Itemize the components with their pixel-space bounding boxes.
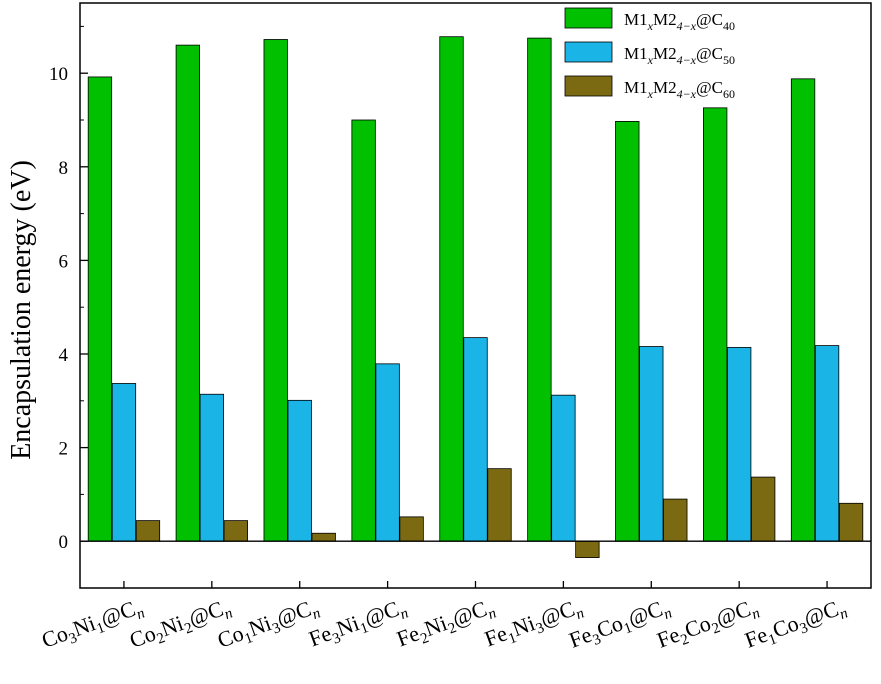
- bar-s3-5: [487, 468, 512, 542]
- bar-s2-2: [199, 393, 224, 542]
- bar-s1-4: [351, 119, 376, 542]
- x-tick-label: Fe3Ni1@Cn: [305, 593, 410, 655]
- x-tick-label: Fe2Ni2@Cn: [393, 593, 498, 655]
- x-tick-label: Co2Ni2@Cn: [126, 593, 235, 656]
- bar-s1-8: [703, 107, 728, 542]
- legend-swatch-3: [564, 75, 613, 97]
- bar-s1-1: [87, 76, 113, 542]
- bar-s2-5: [463, 337, 488, 542]
- legend-label-2: M1xM24−x@C50: [624, 44, 735, 67]
- bar-s2-6: [551, 394, 576, 542]
- x-tick-label: Fe3Co1@Cn: [566, 593, 675, 656]
- x-tick-label: Fe1Co3@Cn: [741, 593, 850, 656]
- bar-s3-2: [223, 520, 248, 542]
- bar-s2-1: [111, 383, 137, 542]
- legend: M1xM24−x@C40 M1xM24−x@C50 M1xM24−x@C60: [564, 7, 735, 101]
- x-tick-label: Co3Ni1@Cn: [38, 593, 147, 656]
- bar-s3-3: [311, 532, 336, 542]
- bar-s1-7: [615, 121, 640, 542]
- bar-s3-6: [575, 540, 600, 558]
- y-tick-label: 8: [59, 158, 69, 179]
- legend-label-1: M1xM24−x@C40: [624, 10, 735, 33]
- bars-layer: [87, 36, 864, 558]
- bar-s3-1: [135, 520, 161, 542]
- bar-s1-3: [263, 39, 288, 542]
- bar-s1-6: [527, 37, 552, 542]
- y-tick-label: 0: [59, 532, 69, 553]
- y-tick-label: 4: [59, 345, 69, 366]
- legend-label-3: M1xM24−x@C60: [624, 78, 735, 101]
- bar-s1-2: [175, 44, 200, 542]
- legend-swatch-2: [564, 41, 613, 63]
- bar-s2-9: [814, 345, 840, 542]
- x-tick-label: Fe2Co2@Cn: [654, 593, 763, 656]
- bar-s2-8: [727, 347, 752, 542]
- bar-s3-4: [399, 516, 424, 542]
- bar-s1-5: [439, 36, 464, 542]
- y-tick-label: 10: [49, 64, 68, 85]
- legend-swatch-1: [564, 7, 613, 29]
- bar-s3-8: [751, 476, 776, 542]
- y-axis-label: Encapsulation energy (eV): [6, 160, 37, 460]
- bar-s2-7: [639, 346, 664, 542]
- bar-s2-3: [287, 399, 312, 542]
- bar-s3-9: [838, 502, 864, 542]
- y-tick-label: 2: [59, 439, 69, 460]
- bar-s1-9: [790, 78, 816, 542]
- bar-s2-4: [375, 363, 400, 542]
- y-tick-label: 6: [59, 251, 69, 272]
- x-tick-label: Co1Ni3@Cn: [214, 593, 323, 656]
- bar-s3-7: [663, 498, 688, 542]
